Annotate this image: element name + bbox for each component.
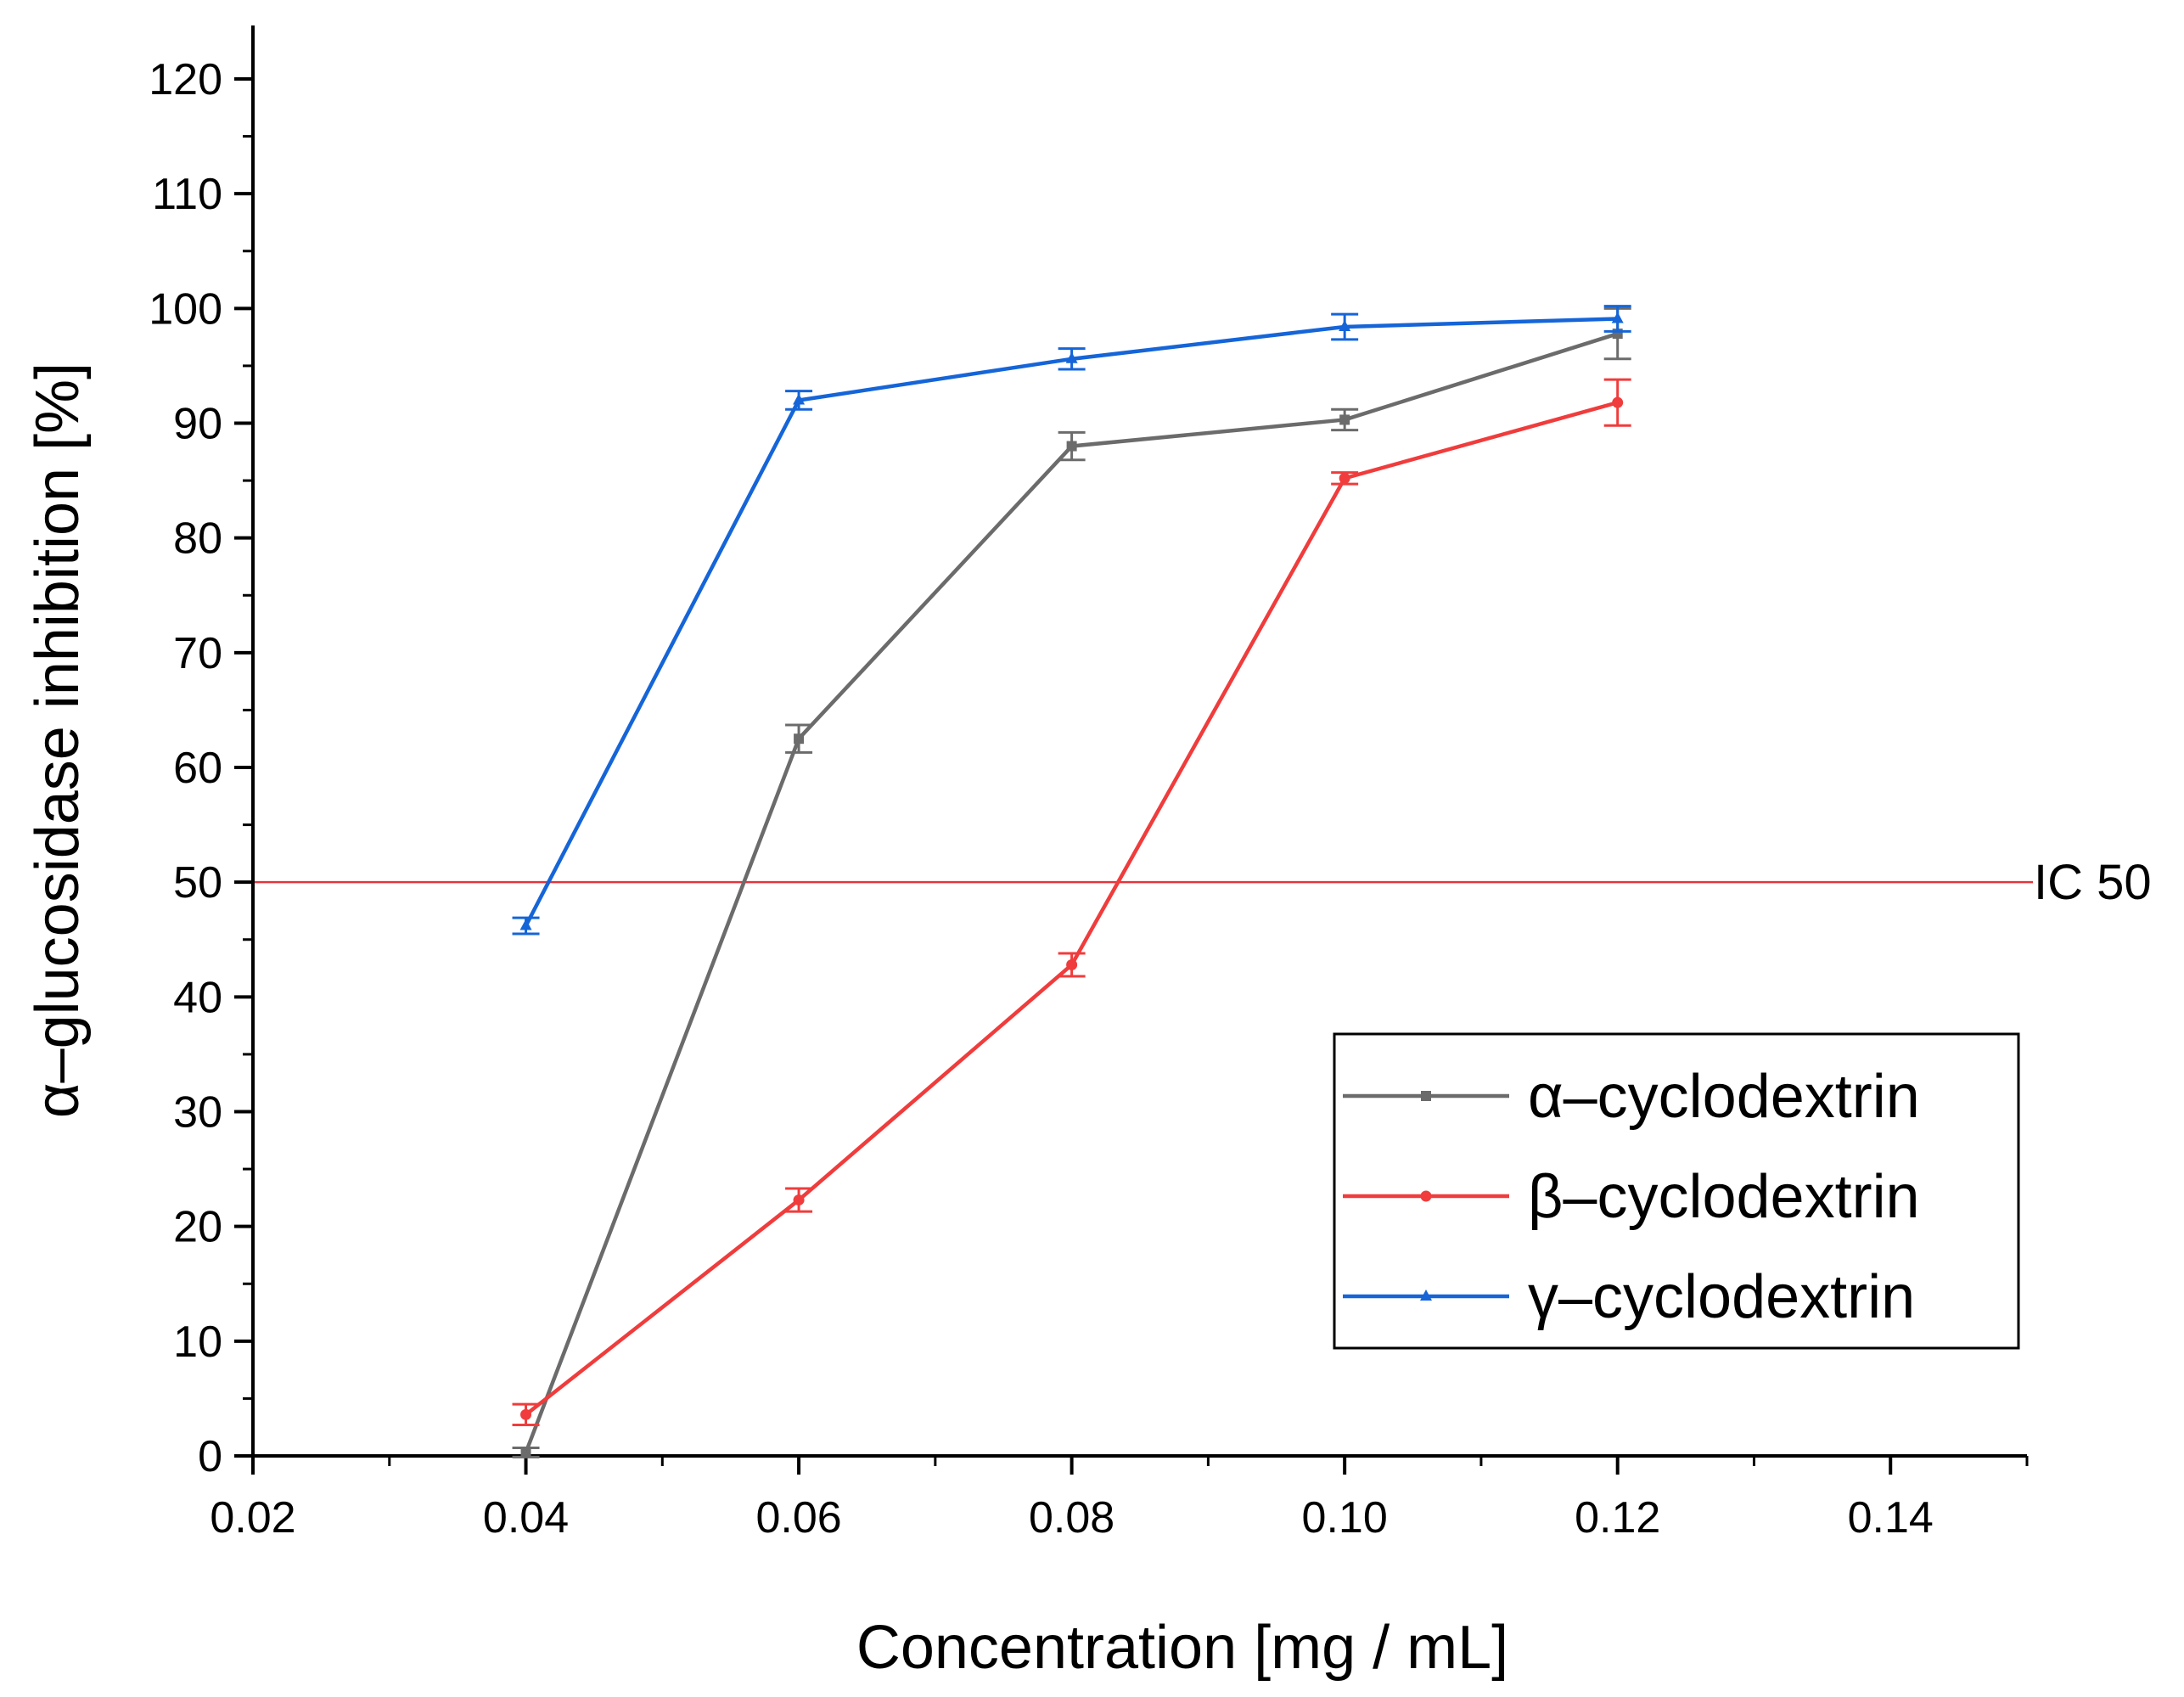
y-axis-title: α–glucosidase inhibition [%]	[24, 362, 92, 1118]
legend-label: γ–cyclodextrin	[1528, 1263, 1915, 1331]
series-line	[524, 317, 1618, 927]
data-point	[1420, 1190, 1432, 1202]
series-2	[512, 378, 1631, 1427]
data-point	[1420, 1290, 1432, 1301]
series-3	[512, 305, 1631, 936]
data-point	[1066, 958, 1078, 970]
x-tick-label: 0.10	[1302, 1493, 1388, 1542]
y-tick-label: 20	[173, 1203, 222, 1252]
y-tick-label: 100	[149, 284, 222, 334]
ic50-label: IC 50	[2034, 855, 2152, 910]
legend: α–cyclodextrin β–cyclodextrin γ–cyclodextr…	[1333, 1032, 2020, 1350]
data-point	[1611, 312, 1624, 323]
x-axis-title: Concentration [mg / mL]	[856, 1614, 1508, 1682]
data-point	[1065, 351, 1078, 363]
axes-layer: 0 10 20 30 40 50 60 70 80 90 100 110 120 0.02 0.04 0.06…	[149, 25, 2029, 1542]
data-point	[1339, 319, 1351, 331]
y-tick-label: 120	[149, 55, 222, 104]
data-point	[519, 919, 532, 930]
legend-label: α–cyclodextrin	[1528, 1063, 1920, 1131]
y-tick-label: 40	[173, 973, 222, 1022]
data-point	[793, 393, 806, 405]
x-tick-label: 0.14	[1848, 1493, 1934, 1542]
data-point	[794, 733, 805, 745]
x-tick-label: 0.02	[210, 1493, 295, 1542]
x-tick-label: 0.04	[483, 1493, 569, 1542]
y-tick-label: 0	[198, 1432, 222, 1481]
data-point	[1339, 472, 1350, 484]
data-point	[1339, 414, 1350, 425]
x-tick-label: 0.06	[755, 1493, 841, 1542]
y-tick-label: 50	[173, 858, 222, 908]
series-layer	[512, 305, 1631, 1458]
data-point	[1421, 1091, 1431, 1101]
y-tick-label: 110	[152, 170, 222, 219]
x-tick-label: 0.08	[1029, 1493, 1114, 1542]
data-point	[520, 1447, 531, 1458]
data-point	[1066, 441, 1077, 452]
y-tick-label: 60	[173, 744, 222, 793]
x-tick-label: 0.12	[1575, 1493, 1660, 1542]
data-point	[520, 1408, 532, 1420]
y-tick-label: 90	[173, 400, 222, 449]
y-tick-label: 80	[173, 514, 222, 564]
legend-label: β–cyclodextrin	[1528, 1163, 1920, 1231]
y-tick-label: 30	[173, 1088, 222, 1138]
y-tick-label: 10	[173, 1318, 222, 1367]
data-point	[793, 1194, 805, 1206]
y-tick-label: 70	[173, 629, 222, 678]
data-point	[1612, 396, 1624, 408]
